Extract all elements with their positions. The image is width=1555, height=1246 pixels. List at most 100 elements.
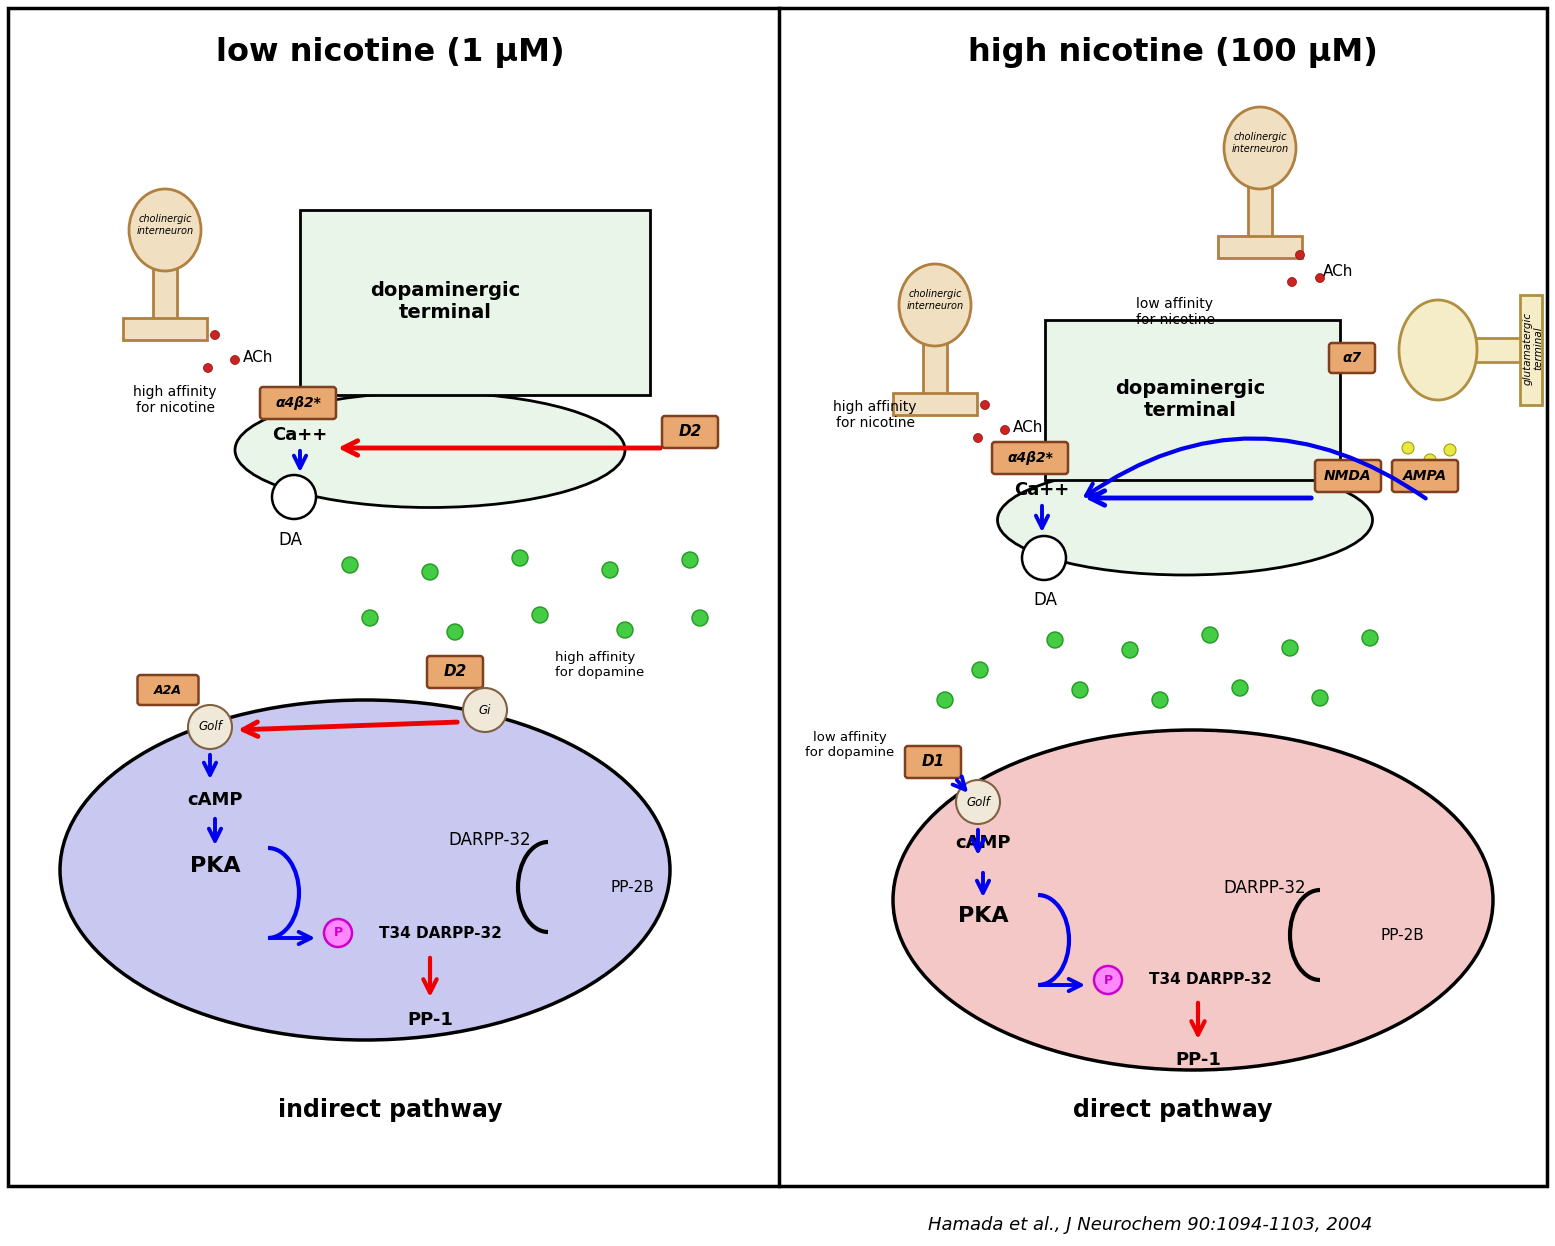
Circle shape bbox=[1232, 680, 1249, 697]
Text: A2A: A2A bbox=[154, 684, 182, 697]
FancyBboxPatch shape bbox=[260, 388, 336, 419]
Text: DA: DA bbox=[1033, 591, 1057, 609]
FancyBboxPatch shape bbox=[152, 265, 177, 324]
Text: PKA: PKA bbox=[958, 906, 1008, 926]
FancyBboxPatch shape bbox=[428, 655, 484, 688]
FancyBboxPatch shape bbox=[1469, 338, 1525, 363]
Text: Golf: Golf bbox=[197, 720, 222, 734]
FancyBboxPatch shape bbox=[8, 7, 1547, 1186]
Text: high nicotine (100 μM): high nicotine (100 μM) bbox=[969, 36, 1378, 67]
Text: P: P bbox=[333, 927, 342, 939]
Text: α4β2*: α4β2* bbox=[275, 396, 320, 410]
Text: cAMP: cAMP bbox=[955, 834, 1011, 852]
Circle shape bbox=[446, 624, 463, 640]
Text: high affinity
for nicotine: high affinity for nicotine bbox=[833, 400, 917, 430]
Text: direct pathway: direct pathway bbox=[1073, 1098, 1272, 1121]
FancyBboxPatch shape bbox=[1045, 320, 1340, 480]
Text: cholinergic
interneuron: cholinergic interneuron bbox=[1232, 132, 1289, 153]
Text: ACh: ACh bbox=[1012, 420, 1043, 436]
Ellipse shape bbox=[1224, 107, 1295, 189]
Ellipse shape bbox=[129, 189, 201, 270]
Circle shape bbox=[210, 330, 219, 339]
Circle shape bbox=[1152, 692, 1168, 708]
Circle shape bbox=[1403, 442, 1413, 454]
Text: Gi: Gi bbox=[479, 704, 491, 716]
Circle shape bbox=[1047, 632, 1064, 648]
Circle shape bbox=[188, 705, 232, 749]
FancyBboxPatch shape bbox=[662, 416, 718, 449]
Ellipse shape bbox=[997, 465, 1373, 574]
Circle shape bbox=[692, 611, 708, 625]
Text: T34 DARPP-32: T34 DARPP-32 bbox=[378, 926, 501, 941]
Circle shape bbox=[323, 920, 351, 947]
Text: high affinity
for nicotine: high affinity for nicotine bbox=[134, 385, 216, 415]
FancyBboxPatch shape bbox=[992, 442, 1068, 473]
Text: Hamada et al., J Neurochem 90:1094-1103, 2004: Hamada et al., J Neurochem 90:1094-1103,… bbox=[928, 1216, 1372, 1234]
Text: low nicotine (1 μM): low nicotine (1 μM) bbox=[216, 36, 564, 67]
Circle shape bbox=[938, 692, 953, 708]
FancyBboxPatch shape bbox=[1218, 235, 1302, 258]
Text: DARPP-32: DARPP-32 bbox=[449, 831, 532, 849]
Text: glutamatergic
terminal: glutamatergic terminal bbox=[1522, 312, 1544, 385]
FancyBboxPatch shape bbox=[137, 675, 199, 705]
Circle shape bbox=[512, 549, 529, 566]
FancyBboxPatch shape bbox=[300, 211, 650, 395]
Circle shape bbox=[362, 611, 378, 625]
Circle shape bbox=[1295, 250, 1305, 259]
Text: PP-2B: PP-2B bbox=[1379, 927, 1424, 942]
Text: cholinergic
interneuron: cholinergic interneuron bbox=[137, 214, 193, 235]
Circle shape bbox=[1071, 682, 1088, 698]
Circle shape bbox=[602, 562, 617, 578]
Circle shape bbox=[683, 552, 698, 568]
Circle shape bbox=[956, 780, 1000, 824]
Text: P: P bbox=[1104, 973, 1112, 987]
Circle shape bbox=[1445, 444, 1455, 456]
Ellipse shape bbox=[61, 700, 670, 1040]
Text: PP-2B: PP-2B bbox=[610, 880, 653, 895]
Circle shape bbox=[230, 355, 239, 365]
Circle shape bbox=[973, 434, 983, 442]
FancyBboxPatch shape bbox=[123, 318, 207, 340]
Text: NMDA: NMDA bbox=[1325, 468, 1372, 483]
Text: dopaminergic
terminal: dopaminergic terminal bbox=[1115, 380, 1266, 420]
Ellipse shape bbox=[235, 392, 625, 507]
Circle shape bbox=[1000, 425, 1009, 435]
Text: D1: D1 bbox=[922, 755, 944, 770]
Text: ACh: ACh bbox=[243, 350, 274, 365]
Circle shape bbox=[1424, 454, 1435, 466]
Circle shape bbox=[272, 475, 316, 520]
Circle shape bbox=[204, 364, 213, 373]
Circle shape bbox=[1202, 627, 1218, 643]
Text: high affinity
for dopamine: high affinity for dopamine bbox=[555, 650, 644, 679]
Text: PKA: PKA bbox=[190, 856, 241, 876]
Circle shape bbox=[1281, 640, 1298, 655]
Text: D2: D2 bbox=[678, 425, 701, 440]
Text: AMPA: AMPA bbox=[1403, 468, 1448, 483]
Text: DA: DA bbox=[278, 531, 302, 549]
Circle shape bbox=[1095, 966, 1123, 994]
Text: D2: D2 bbox=[443, 664, 466, 679]
FancyBboxPatch shape bbox=[893, 392, 977, 415]
Circle shape bbox=[532, 607, 547, 623]
Text: PP-1: PP-1 bbox=[407, 1011, 453, 1029]
Circle shape bbox=[463, 688, 507, 731]
Circle shape bbox=[1288, 278, 1297, 287]
Text: low affinity
for nicotine: low affinity for nicotine bbox=[1135, 297, 1214, 328]
FancyBboxPatch shape bbox=[1519, 295, 1543, 405]
Text: cholinergic
interneuron: cholinergic interneuron bbox=[907, 289, 964, 310]
Text: indirect pathway: indirect pathway bbox=[278, 1098, 502, 1121]
Text: α7: α7 bbox=[1342, 351, 1362, 365]
Circle shape bbox=[421, 564, 439, 579]
Text: T34 DARPP-32: T34 DARPP-32 bbox=[1149, 972, 1272, 988]
Text: PP-1: PP-1 bbox=[1176, 1050, 1221, 1069]
Ellipse shape bbox=[1400, 300, 1477, 400]
Circle shape bbox=[972, 662, 987, 678]
FancyBboxPatch shape bbox=[924, 341, 947, 399]
Text: Ca++: Ca++ bbox=[1014, 481, 1070, 498]
Text: low affinity
for dopamine: low affinity for dopamine bbox=[805, 731, 894, 759]
Circle shape bbox=[1362, 630, 1378, 645]
FancyBboxPatch shape bbox=[1392, 460, 1459, 492]
Text: DARPP-32: DARPP-32 bbox=[1224, 878, 1306, 897]
FancyBboxPatch shape bbox=[905, 746, 961, 778]
Circle shape bbox=[1123, 642, 1138, 658]
